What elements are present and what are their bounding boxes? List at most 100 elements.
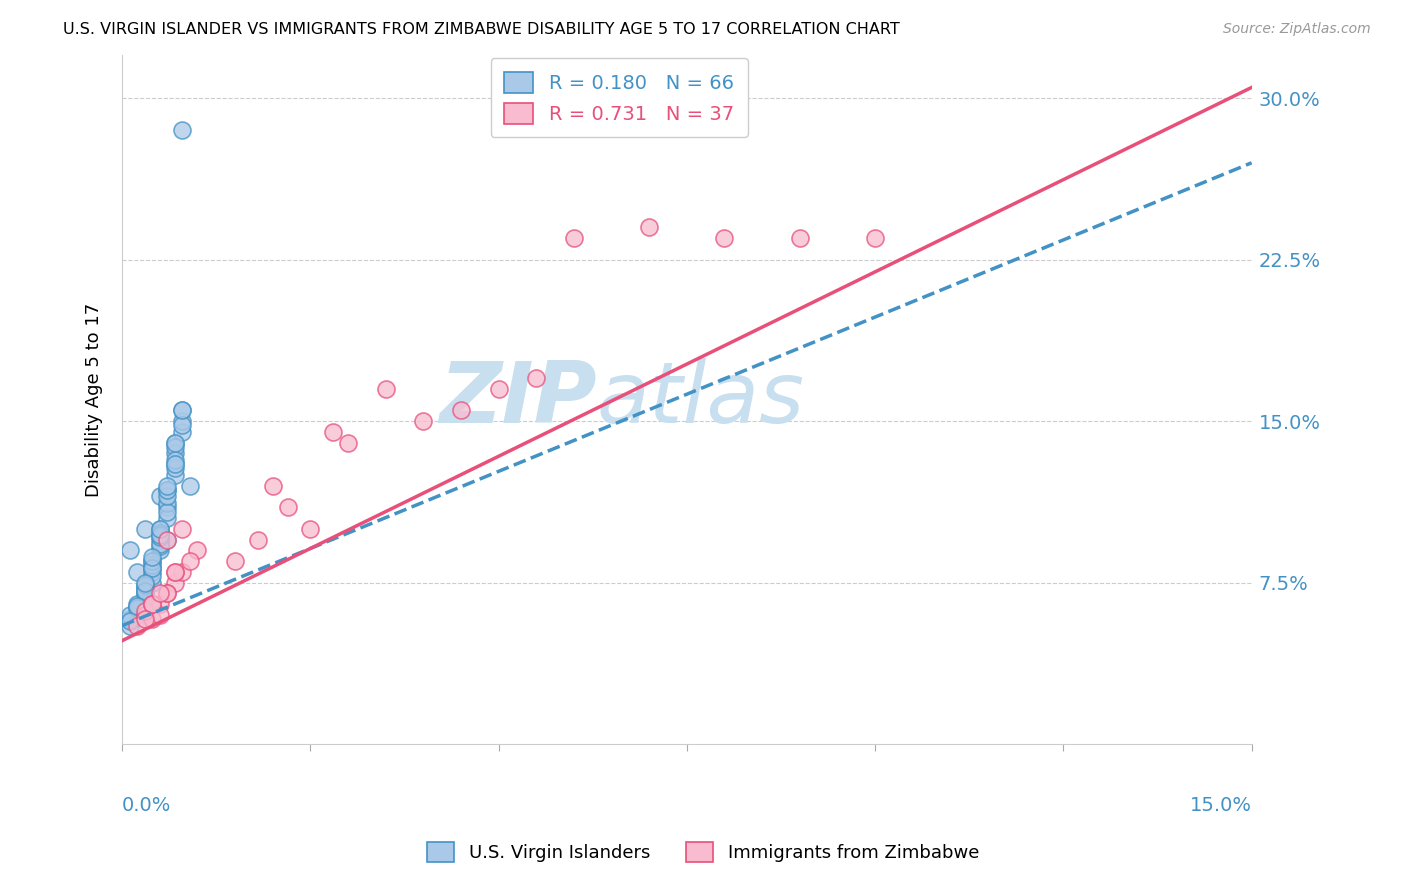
Point xyxy=(149,543,172,558)
Point xyxy=(163,457,186,471)
Point xyxy=(163,446,186,460)
Point xyxy=(224,554,246,568)
Point xyxy=(141,575,163,590)
Point xyxy=(156,483,179,497)
Point xyxy=(156,479,179,493)
Text: 0.0%: 0.0% xyxy=(122,796,172,814)
Point xyxy=(134,522,156,536)
Point xyxy=(149,539,172,553)
Y-axis label: Disability Age 5 to 17: Disability Age 5 to 17 xyxy=(86,302,103,497)
Point xyxy=(141,554,163,568)
Point xyxy=(172,123,194,137)
Point xyxy=(488,382,510,396)
Legend: U.S. Virgin Islanders, Immigrants from Zimbabwe: U.S. Virgin Islanders, Immigrants from Z… xyxy=(420,835,986,870)
Point xyxy=(163,435,186,450)
Point xyxy=(118,612,141,626)
Point xyxy=(149,533,172,547)
Legend: R = 0.180   N = 66, R = 0.731   N = 37: R = 0.180 N = 66, R = 0.731 N = 37 xyxy=(491,58,748,137)
Point xyxy=(134,586,156,600)
Point xyxy=(163,575,186,590)
Point xyxy=(262,479,284,493)
Point xyxy=(134,612,156,626)
Point xyxy=(156,586,179,600)
Point xyxy=(163,565,186,579)
Point xyxy=(172,403,194,417)
Point xyxy=(156,483,179,497)
Point xyxy=(277,500,299,515)
Point xyxy=(562,231,585,245)
Point xyxy=(156,533,179,547)
Point xyxy=(141,549,163,564)
Point xyxy=(172,414,194,428)
Point xyxy=(149,526,172,541)
Point xyxy=(336,435,359,450)
Point xyxy=(156,504,179,518)
Point xyxy=(299,522,322,536)
Point xyxy=(141,565,163,579)
Point xyxy=(186,543,208,558)
Point xyxy=(134,603,156,617)
Point xyxy=(156,496,179,510)
Point xyxy=(163,453,186,467)
Point xyxy=(127,601,149,615)
Point xyxy=(412,414,434,428)
Point xyxy=(179,479,201,493)
Point xyxy=(127,607,149,622)
Point xyxy=(134,597,156,611)
Point xyxy=(149,597,172,611)
Point xyxy=(118,615,141,629)
Point xyxy=(163,457,186,471)
Point xyxy=(246,533,269,547)
Point xyxy=(163,467,186,482)
Point xyxy=(179,554,201,568)
Point xyxy=(163,435,186,450)
Point xyxy=(134,586,156,600)
Point xyxy=(141,612,163,626)
Point xyxy=(141,554,163,568)
Point xyxy=(156,533,179,547)
Point xyxy=(149,528,172,542)
Point xyxy=(134,591,156,605)
Point xyxy=(149,522,172,536)
Point xyxy=(524,371,547,385)
Text: ZIP: ZIP xyxy=(439,358,596,441)
Point xyxy=(163,565,186,579)
Point xyxy=(127,618,149,632)
Point xyxy=(134,578,156,592)
Text: 15.0%: 15.0% xyxy=(1189,796,1251,814)
Point xyxy=(713,231,735,245)
Point xyxy=(374,382,396,396)
Point xyxy=(118,607,141,622)
Point xyxy=(172,425,194,439)
Point xyxy=(141,597,163,611)
Point xyxy=(163,440,186,454)
Point xyxy=(127,601,149,615)
Point xyxy=(172,522,194,536)
Point xyxy=(156,586,179,600)
Point xyxy=(156,511,179,525)
Point xyxy=(172,403,194,417)
Point xyxy=(127,603,149,617)
Point xyxy=(156,490,179,504)
Point xyxy=(118,543,141,558)
Text: U.S. VIRGIN ISLANDER VS IMMIGRANTS FROM ZIMBABWE DISABILITY AGE 5 TO 17 CORRELAT: U.S. VIRGIN ISLANDER VS IMMIGRANTS FROM … xyxy=(63,22,900,37)
Point xyxy=(127,597,149,611)
Point xyxy=(863,231,886,245)
Point xyxy=(450,403,472,417)
Point xyxy=(134,575,156,590)
Point xyxy=(134,580,156,594)
Point xyxy=(149,530,172,544)
Point xyxy=(149,537,172,551)
Point xyxy=(134,582,156,596)
Point xyxy=(149,586,172,600)
Point xyxy=(149,490,172,504)
Point xyxy=(149,607,172,622)
Point xyxy=(163,461,186,475)
Text: atlas: atlas xyxy=(596,358,804,441)
Point xyxy=(789,231,811,245)
Point xyxy=(127,599,149,614)
Point xyxy=(141,560,163,574)
Point xyxy=(134,607,156,622)
Point xyxy=(638,220,661,235)
Text: Source: ZipAtlas.com: Source: ZipAtlas.com xyxy=(1223,22,1371,37)
